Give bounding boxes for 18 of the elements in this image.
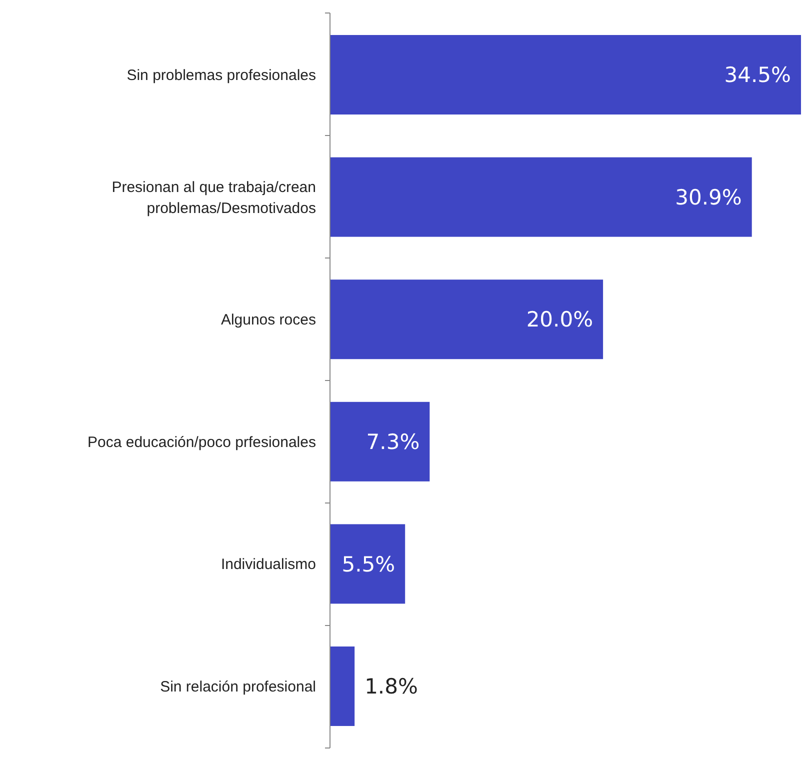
data-label: 30.9% <box>675 185 742 210</box>
y-tick-label: Individualismo <box>220 556 316 574</box>
data-label: 20.0% <box>526 308 594 332</box>
bar <box>330 524 406 604</box>
data-label: 7.3% <box>366 430 420 454</box>
data-label: 34.5% <box>724 63 791 88</box>
y-tick-label: Algunos roces <box>220 312 316 329</box>
data-label: 5.5% <box>342 552 396 576</box>
data-label: 1.8% <box>364 674 418 699</box>
y-tick-label: Sin problemas profesionales <box>126 67 316 84</box>
bar <box>330 646 355 726</box>
bar <box>330 35 801 115</box>
y-tick-label: Poca educación/poco prfesionales <box>88 434 316 451</box>
bar <box>330 402 430 482</box>
y-tick-label: Sin relación profesional <box>160 678 316 696</box>
y-tick-label: Presionan al que trabaja/crean problemas/Desmotivados <box>112 178 316 217</box>
bar <box>330 280 604 360</box>
bar <box>330 157 752 237</box>
